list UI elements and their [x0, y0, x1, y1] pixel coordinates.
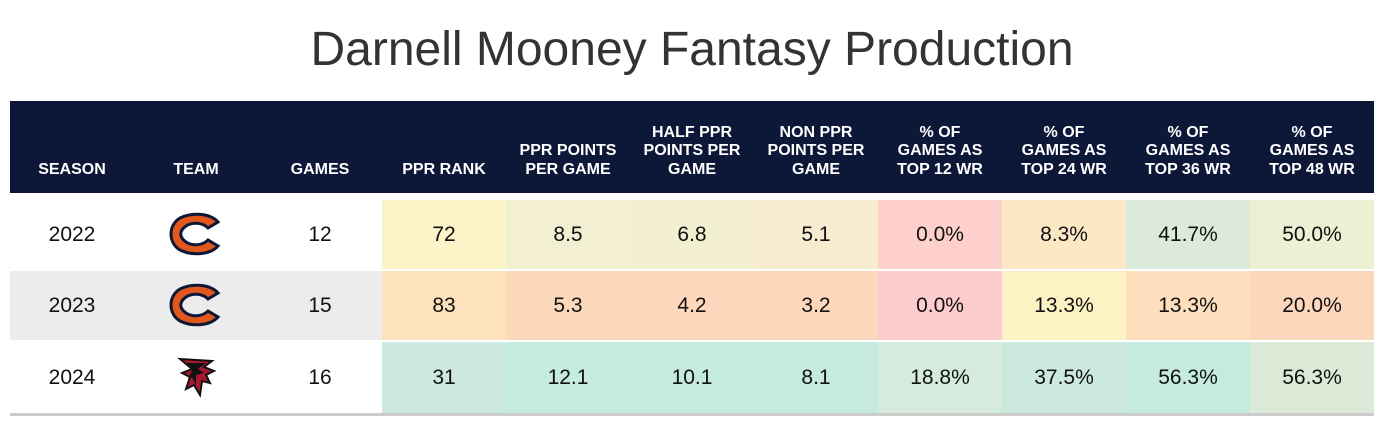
header-cell: % OF GAMES AS TOP 24 WR	[1002, 101, 1126, 193]
title: Darnell Mooney Fantasy Production	[310, 23, 1074, 76]
table-cell: 2022	[10, 200, 134, 269]
header-label: % OF GAMES AS TOP 24 WR	[1021, 123, 1107, 178]
header-label: GAMES	[290, 160, 350, 178]
falcons-logo	[177, 357, 217, 398]
table-cell: 13.3%	[1002, 271, 1126, 340]
header-cell: HALF PPR POINTS PER GAME	[630, 101, 754, 193]
table-cell: 0.0%	[878, 200, 1002, 269]
table-cell: 3.2	[754, 271, 878, 340]
header-label: HALF PPR POINTS PER GAME	[643, 123, 741, 178]
table-cell: 20.0%	[1250, 271, 1374, 340]
table-cell	[134, 200, 258, 269]
header-label: PPR POINTS PER GAME	[519, 142, 617, 178]
header-cell: % OF GAMES AS TOP 48 WR	[1250, 101, 1374, 193]
table-cell: 12	[258, 200, 382, 269]
header-label: % OF GAMES AS TOP 48 WR	[1269, 123, 1355, 178]
table-cell: 50.0%	[1250, 200, 1374, 269]
header-cell: TEAM	[134, 101, 258, 193]
table-cell: 8.1	[754, 342, 878, 413]
bears-logo	[169, 212, 221, 256]
header-label: TEAM	[173, 160, 219, 178]
header-label: PPR RANK	[402, 160, 486, 178]
table-cell: 15	[258, 271, 382, 340]
header-label: % OF GAMES AS TOP 36 WR	[1145, 123, 1231, 178]
bears-logo	[169, 283, 221, 327]
table-row: 2022 12 72 8.5 6.8 5.1 0.0% 8.3% 41.7% 50.0%	[10, 200, 1374, 269]
table-cell: 31	[382, 342, 506, 413]
bottom-border	[10, 413, 1374, 416]
table-cell: 5.1	[754, 200, 878, 269]
table-cell: 37.5%	[1002, 342, 1126, 413]
header-cell: NON PPR POINTS PER GAME	[754, 101, 878, 193]
table-cell: 13.3%	[1126, 271, 1250, 340]
table-cell: 83	[382, 271, 506, 340]
table-cell: 6.8	[630, 200, 754, 269]
table-cell: 0.0%	[878, 271, 1002, 340]
header-label: % OF GAMES AS TOP 12 WR	[897, 123, 983, 178]
table-cell: 16	[258, 342, 382, 413]
table-header: SEASON TEAM GAMES PPR RANK PPR POINTS PER GA…	[10, 101, 1374, 193]
table-cell: 2023	[10, 271, 134, 340]
table-row: 2024 16 31 12.1 10.1 8.1 18.8% 37.5% 56.3% 56.3%	[10, 342, 1374, 413]
table-row: 2023 15 83 5.3 4.2 3.2 0.0% 13.3% 13.3% 20.0%	[10, 271, 1374, 340]
table-cell: 18.8%	[878, 342, 1002, 413]
table-cell: 56.3%	[1126, 342, 1250, 413]
header-label: SEASON	[38, 160, 106, 178]
table-cell	[134, 271, 258, 340]
table-cell: 10.1	[630, 342, 754, 413]
table-cell: 2024	[10, 342, 134, 413]
header-cell: SEASON	[10, 101, 134, 193]
table-cell: 72	[382, 200, 506, 269]
table-cell: 5.3	[506, 271, 630, 340]
header-cell: GAMES	[258, 101, 382, 193]
table-cell: 41.7%	[1126, 200, 1250, 269]
table-cell: 8.3%	[1002, 200, 1126, 269]
header-cell: PPR RANK	[382, 101, 506, 193]
header-cell: PPR POINTS PER GAME	[506, 101, 630, 193]
table-cell: 56.3%	[1250, 342, 1374, 413]
table-cell: 12.1	[506, 342, 630, 413]
table-cell: 4.2	[630, 271, 754, 340]
header-cell: % OF GAMES AS TOP 36 WR	[1126, 101, 1250, 193]
header-label: NON PPR POINTS PER GAME	[767, 123, 865, 178]
table-cell: 8.5	[506, 200, 630, 269]
header-cell: % OF GAMES AS TOP 12 WR	[878, 101, 1002, 193]
